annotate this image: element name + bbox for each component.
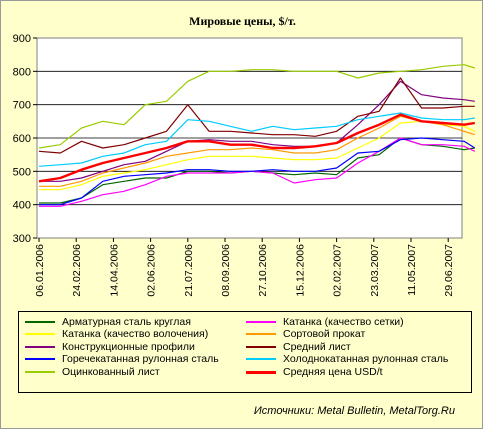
y-tick-label: 800	[13, 66, 31, 78]
x-tick-label: 15.12.2006	[294, 244, 306, 297]
series-line-6	[39, 137, 476, 206]
legend-swatch	[25, 333, 55, 336]
y-tick-label: 700	[13, 100, 31, 112]
x-tick-label: 29.06.2007	[443, 244, 455, 297]
legend-swatch	[246, 370, 276, 374]
series-line-8	[38, 64, 475, 149]
x-tick-label: 14.04.2006	[108, 244, 120, 297]
legend-label: Средний лист	[283, 340, 351, 353]
legend-swatch	[25, 345, 55, 348]
y-tick-label: 600	[13, 133, 31, 145]
legend-swatch	[246, 358, 276, 361]
x-tick-label: 23.03.2007	[369, 244, 381, 297]
chart-title: Мировые цены, $/т.	[189, 14, 296, 28]
legend-swatch	[246, 345, 276, 348]
series-line-4	[39, 80, 475, 182]
legend-swatch	[246, 333, 276, 336]
legend-label: Катанка (качество волочения)	[62, 328, 209, 341]
x-tick-label: 27.10.2006	[257, 244, 269, 297]
legend-label: Катанка (качество сетки)	[283, 316, 404, 328]
x-tick-label: 02.06.2006	[146, 244, 158, 297]
legend-swatch	[25, 370, 55, 373]
x-tick-label: 11.05.2007	[406, 244, 418, 296]
series-line-1	[39, 137, 476, 207]
y-tick-label: 900	[13, 33, 31, 45]
x-tick-label: 02.02.2007	[332, 244, 344, 297]
y-tick-label: 500	[13, 166, 31, 178]
legend-label: Горечекатанная рулонная сталь	[62, 353, 219, 366]
legend-swatch	[25, 321, 55, 323]
legend-label: Арматурная сталь круглая	[62, 316, 191, 328]
series-line-7	[38, 112, 475, 167]
source-note: Источники: Metal Bulletin, MetalTorg.Ru	[253, 405, 455, 417]
legend-label: Средняя цена USD/t	[283, 365, 383, 378]
x-tick-label: 21.07.2006	[183, 244, 195, 297]
x-tick-label: 24.02.2006	[71, 244, 83, 297]
chart-legend: Арматурная сталь круглая Катанка (качеств…	[18, 311, 472, 393]
legend-label: Конструкционные профили	[62, 340, 195, 353]
legend-swatch	[25, 358, 55, 361]
legend-label: Оцинкованный лист	[62, 365, 160, 378]
legend-swatch	[246, 321, 276, 323]
series-line-5	[38, 77, 475, 154]
legend-label: Сортовой прокат	[283, 328, 366, 341]
y-tick-label: 400	[13, 200, 31, 212]
legend-label: Холоднокатанная рулонная сталь	[283, 353, 449, 366]
series-line-9	[38, 113, 475, 183]
x-tick-label: 08.09.2006	[220, 244, 232, 297]
series-line-2	[39, 120, 476, 191]
x-tick-label: 06.01.2006	[34, 244, 46, 297]
y-tick-label: 300	[13, 233, 31, 245]
